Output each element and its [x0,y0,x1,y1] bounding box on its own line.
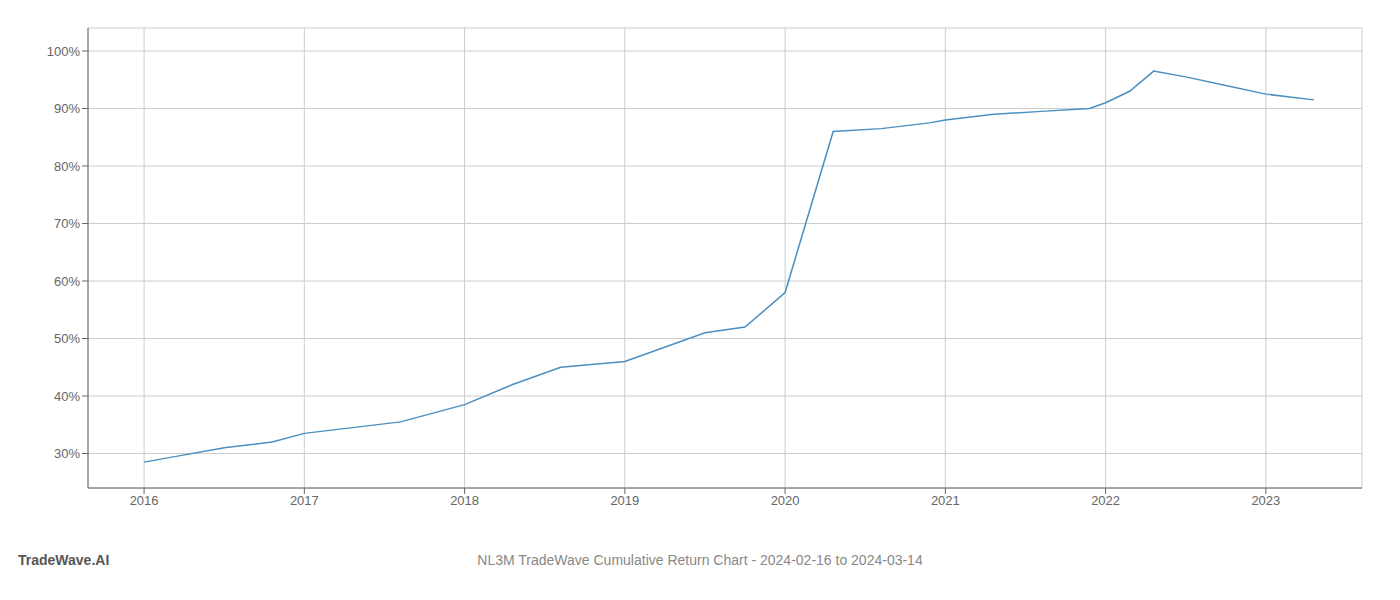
svg-text:70%: 70% [54,216,80,231]
svg-text:40%: 40% [54,389,80,404]
svg-text:2016: 2016 [130,493,159,508]
svg-text:2022: 2022 [1091,493,1120,508]
svg-text:50%: 50% [54,331,80,346]
html-text:NL3M TradeWave Cumulative Retu: NL3M TradeWave Cumulative Return Chart -… [477,552,923,568]
html-text:TradeWave.AI: TradeWave.AI [18,552,110,568]
svg-text:60%: 60% [54,274,80,289]
svg-text:2023: 2023 [1251,493,1280,508]
svg-text:2020: 2020 [771,493,800,508]
svg-text:2021: 2021 [931,493,960,508]
svg-text:30%: 30% [54,446,80,461]
svg-text:2019: 2019 [610,493,639,508]
svg-text:80%: 80% [54,159,80,174]
svg-text:90%: 90% [54,101,80,116]
svg-text:100%: 100% [47,44,81,59]
svg-text:2018: 2018 [450,493,479,508]
svg-text:2017: 2017 [290,493,319,508]
